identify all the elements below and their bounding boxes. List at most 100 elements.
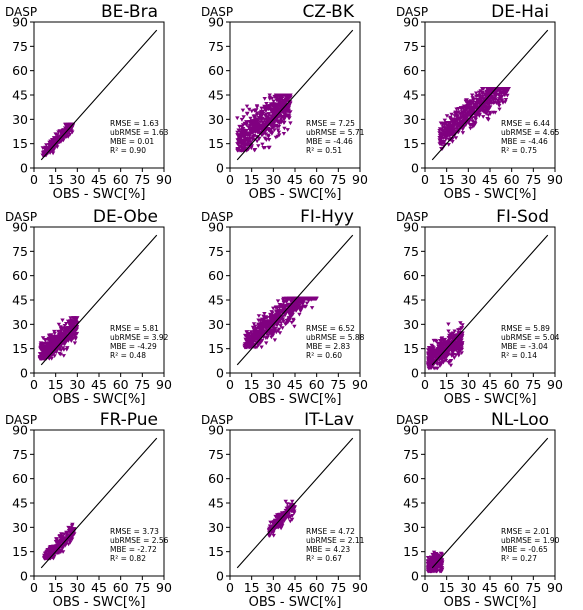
scatter-point (278, 516, 283, 520)
x-tick-label: 15 (244, 580, 260, 595)
scatter-point (287, 93, 292, 98)
scatter-point (492, 100, 498, 105)
y-tick-label: 0 (411, 569, 419, 584)
scatter-point (440, 344, 445, 349)
scatter-point (291, 304, 296, 309)
x-tick-label: 0 (30, 172, 38, 187)
stat-rmse: RMSE = 2.01 (501, 527, 550, 536)
scatter-point (43, 556, 48, 561)
scatter-point (505, 93, 510, 98)
y-tick-label: 90 (12, 15, 28, 30)
stat-mbe: MBE = 4.23 (306, 545, 350, 554)
scatter-point (272, 338, 278, 343)
y-tick-label: 45 (12, 496, 28, 511)
scatter-point (250, 136, 255, 140)
stat-ubrmse: ubRMSE = 5.71 (306, 128, 365, 137)
x-tick-label: 60 (309, 377, 325, 392)
scatter-point (432, 352, 438, 356)
scatter-point (292, 324, 297, 329)
scatter-point (275, 128, 281, 133)
scatter-point (286, 103, 291, 108)
scatter-point (47, 346, 53, 351)
scatter-point (44, 146, 49, 151)
scatter-point (439, 132, 445, 137)
scatter-point (281, 103, 286, 108)
y-axis-label: DASP (396, 5, 428, 19)
scatter-point (273, 118, 278, 122)
scatter-point (72, 341, 78, 346)
x-tick-label: 45 (287, 377, 303, 392)
scatter-point (280, 326, 285, 330)
scatter-point (54, 546, 59, 551)
x-tick-label: 60 (504, 377, 520, 392)
y-tick-label: 15 (12, 136, 28, 151)
scatter-point (285, 320, 290, 325)
scatter-point (436, 565, 441, 570)
scatter-point (269, 132, 275, 136)
scatter-point (292, 511, 297, 515)
scatter-point (267, 95, 273, 100)
scatter-point (282, 113, 287, 117)
scatter-point (244, 330, 249, 335)
one-to-one-line (431, 437, 549, 569)
scatter-point (301, 296, 306, 301)
scatter-point (446, 143, 451, 147)
x-tick-label: 90 (352, 580, 368, 595)
y-tick-label: 75 (403, 447, 419, 462)
scatter-point (246, 139, 252, 144)
scatter-point (458, 346, 463, 351)
scatter-point (55, 342, 60, 347)
scatter-point (72, 329, 77, 334)
scatter-point (474, 114, 479, 119)
scatter-point (482, 97, 487, 102)
y-axis-label: DASP (5, 413, 37, 427)
y-tick-label: 0 (20, 366, 28, 381)
scatter-point (63, 122, 68, 127)
scatter-point (431, 561, 436, 566)
scatter-point (288, 519, 293, 524)
scatter-point (235, 133, 241, 137)
scatter-points (235, 93, 293, 153)
x-tick-label: 90 (547, 172, 563, 187)
scatter-point (266, 135, 271, 139)
scatter-point (58, 335, 63, 339)
scatter-point (440, 129, 446, 133)
scatter-point (281, 110, 286, 115)
scatter-point (480, 87, 485, 91)
scatter-point (269, 310, 274, 314)
stat-rmse: RMSE = 4.72 (306, 527, 355, 536)
scatter-point (449, 112, 454, 117)
scatter-point (259, 345, 264, 350)
scatter-point (436, 557, 441, 562)
scatter-point (441, 339, 447, 343)
scatter-point (52, 354, 57, 358)
scatter-point (277, 98, 283, 102)
scatter-point (264, 102, 269, 106)
scatter-point (440, 125, 446, 129)
x-tick-label: 45 (482, 172, 498, 187)
scatter-point (431, 550, 437, 555)
scatter-point (431, 559, 436, 563)
scatter-point (466, 100, 471, 105)
scatter-point (63, 326, 68, 331)
x-axis-label: OBS - SWC[%] (249, 595, 342, 610)
scatter-point (485, 107, 491, 112)
scatter-point (452, 123, 458, 128)
x-tick-label: 60 (113, 172, 129, 187)
site-title: FI-Sod (496, 207, 549, 227)
scatter-point (484, 87, 490, 91)
scatter-point (284, 318, 290, 323)
scatter-point (55, 137, 60, 142)
x-tick-label: 75 (134, 580, 150, 595)
y-tick-label: 30 (403, 520, 419, 535)
scatter-point (499, 98, 504, 102)
scatter-point (481, 115, 486, 119)
scatter-point (469, 116, 475, 121)
site-title: NL-Loo (491, 410, 549, 430)
stat-mbe: MBE = -4.29 (110, 342, 157, 351)
y-tick-label: 15 (12, 544, 28, 559)
scatter-point (279, 310, 285, 315)
scatter-point (242, 134, 247, 139)
